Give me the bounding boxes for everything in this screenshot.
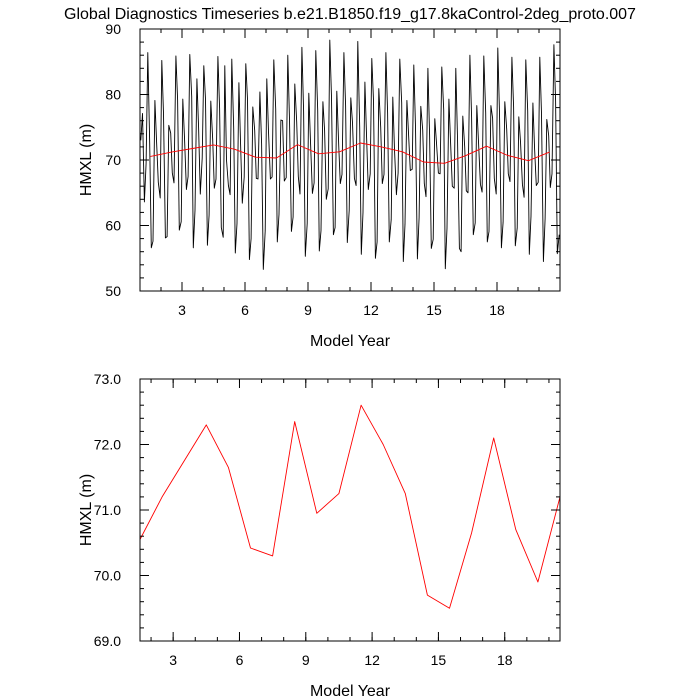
series-line-2: [150, 142, 550, 164]
x-axis-label: Model Year: [310, 683, 391, 700]
series-line-1: [140, 39, 560, 270]
x-tick-label: 15: [431, 652, 447, 668]
x-tick-label: 6: [241, 302, 249, 318]
timeseries-panel-monthly: 3 6 9 12 15 18 50 60 70 80 90 Model Year HMXL (m): [78, 21, 561, 350]
y-axis-label: HMXL (m): [78, 124, 95, 196]
y-tick-label: 60: [105, 218, 121, 234]
x-axis-label: Model Year: [310, 333, 391, 350]
timeseries-panel-annual: 3 6 9 12 15 18 69.0 70.0 71.0 72.0 73.0 Model Year H…: [78, 371, 561, 700]
x-tick-label: 6: [236, 652, 244, 668]
y-tick-label: 80: [105, 87, 121, 103]
x-tick-label: 9: [304, 302, 312, 318]
x-tick-label: 18: [489, 302, 505, 318]
series-line-1: [139, 404, 561, 609]
figure-title: Global Diagnostics Timeseries b.e21.B185…: [64, 6, 636, 23]
y-tick-label: 70.0: [94, 568, 121, 584]
x-tick-label: 15: [426, 302, 442, 318]
x-tick-label: 12: [363, 302, 379, 318]
y-tick-label: 70: [105, 152, 121, 168]
x-tick-label: 3: [169, 652, 177, 668]
plot-frame: [139, 378, 561, 642]
y-tick-label: 69.0: [94, 633, 121, 649]
y-tick-label: 50: [105, 283, 121, 299]
y-axis-label: HMXL (m): [78, 474, 95, 546]
y-tick-label: 71.0: [94, 502, 121, 518]
y-tick-label: 72.0: [94, 437, 121, 453]
x-tick-label: 9: [302, 652, 310, 668]
y-tick-label: 73.0: [94, 371, 121, 387]
x-tick-label: 12: [364, 652, 380, 668]
y-tick-label: 90: [105, 21, 121, 37]
x-tick-label: 3: [178, 302, 186, 318]
x-tick-label: 18: [497, 652, 513, 668]
